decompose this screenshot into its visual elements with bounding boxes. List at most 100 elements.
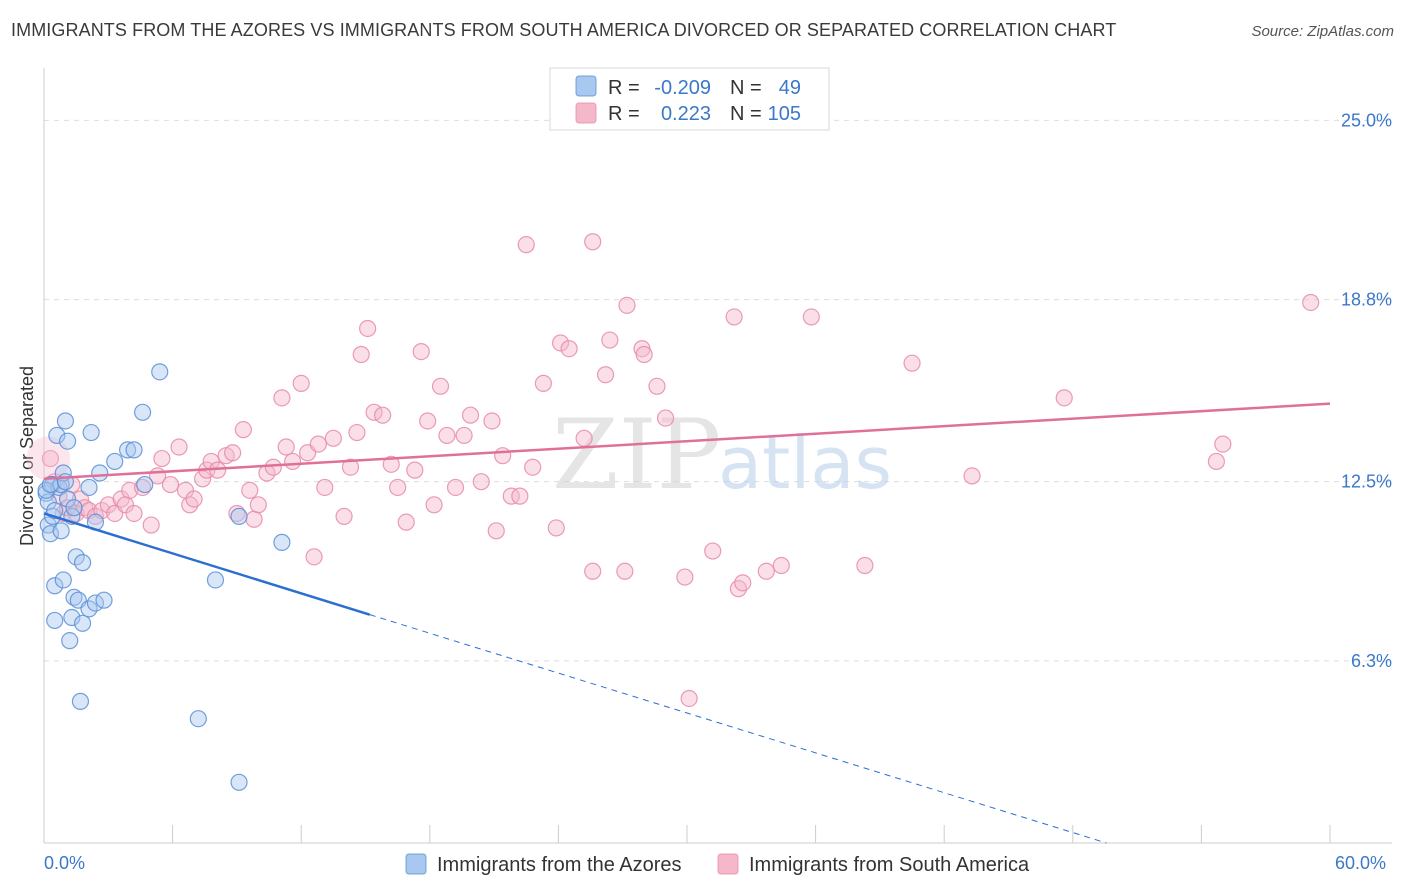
south-america-point — [406, 461, 424, 479]
south-america-point — [1207, 452, 1226, 471]
azores-point — [48, 426, 66, 445]
south-america-point — [224, 444, 242, 462]
legend-r-label-2: R = — [608, 103, 640, 125]
south-america-point — [446, 478, 465, 497]
series-legend: Immigrants from the Azores Immigrants fr… — [405, 853, 1030, 876]
south-america-point — [656, 409, 675, 427]
azores-point — [73, 554, 92, 572]
legend-swatch-azores — [575, 75, 597, 97]
y-tick-labels: 6.3% 12.5% 18.8% 25.0% — [1341, 110, 1392, 671]
south-america-point — [341, 458, 360, 476]
south-america-point — [359, 319, 377, 338]
bottom-legend-label-south-america: Immigrants from South America — [749, 854, 1030, 876]
azores-trend-line — [43, 512, 371, 616]
south-america-point — [511, 487, 529, 505]
south-america-point — [1055, 389, 1073, 407]
south-america-point — [734, 574, 752, 592]
azores-point — [54, 571, 72, 589]
azores-point — [46, 577, 64, 595]
south-america-point — [142, 516, 160, 534]
south-america-trend-line — [43, 402, 1331, 481]
azores-point — [82, 423, 100, 442]
south-america-point — [412, 343, 430, 361]
legend-r-value-1: -0.209 — [654, 77, 711, 99]
south-america-point — [431, 377, 450, 395]
south-america-point — [234, 421, 252, 439]
x-tick-label-max: 60.0% — [1335, 853, 1386, 873]
south-america-point — [461, 406, 480, 424]
south-america-point — [41, 449, 60, 468]
south-america-point — [86, 507, 105, 525]
south-america-point — [382, 455, 400, 473]
azores-point — [80, 600, 98, 618]
correlation-legend: R = -0.209 N = 49 R = 0.223 N = 105 — [549, 67, 830, 131]
south-america-point — [273, 389, 291, 407]
south-america-point — [58, 499, 77, 517]
south-america-point — [245, 510, 263, 528]
south-america-point — [133, 478, 152, 497]
south-america-point — [389, 478, 407, 497]
azores-point — [230, 507, 248, 525]
azores-point — [65, 499, 83, 517]
south-america-point — [584, 562, 602, 580]
south-america-point — [194, 470, 212, 488]
legend-n-label-2: N = — [730, 103, 762, 125]
bottom-legend-label-azores: Immigrants from the Azores — [437, 854, 682, 876]
south-america-point — [802, 308, 820, 326]
south-america-point — [517, 236, 535, 254]
south-america-point — [596, 366, 615, 384]
azores-point — [118, 441, 137, 459]
south-america-point — [575, 429, 593, 447]
legend-n-label-1: N = — [730, 77, 762, 99]
legend-swatch-south-america — [575, 102, 597, 124]
legend-r-label-1: R = — [608, 77, 640, 99]
south-america-point — [352, 345, 370, 364]
south-america-point — [316, 478, 334, 497]
watermark-zip: ZIP — [552, 399, 721, 511]
azores-point — [273, 533, 291, 551]
azores-point — [125, 441, 143, 459]
south-america-point — [487, 522, 505, 540]
south-america-point — [648, 377, 666, 395]
azores-point — [73, 614, 92, 632]
x-tick-label-min: 0.0% — [44, 853, 85, 873]
azores-point — [41, 525, 60, 543]
south-america-point — [397, 513, 415, 531]
bottom-legend-swatch-azores — [405, 853, 427, 875]
south-america-point — [71, 490, 90, 508]
south-america-point — [1302, 293, 1320, 312]
south-america-point — [324, 429, 342, 447]
azores-point — [80, 478, 98, 497]
south-america-point — [228, 504, 246, 523]
y-tick-label: 12.5% — [1341, 472, 1392, 492]
south-america-point — [680, 689, 698, 708]
azores-point — [230, 773, 248, 791]
azores-point — [189, 710, 207, 728]
azores-point — [206, 571, 225, 589]
chart-title: IMMIGRANTS FROM THE AZORES VS IMMIGRANTS… — [11, 20, 1117, 40]
series-azores-points — [37, 363, 291, 791]
south-america-point — [309, 435, 327, 453]
south-america-point — [676, 568, 694, 586]
south-america-point — [725, 308, 743, 326]
south-america-point — [534, 374, 552, 392]
south-america-point — [438, 426, 456, 445]
south-america-point — [772, 556, 790, 575]
azores-point — [63, 608, 81, 627]
south-america-point — [185, 490, 203, 508]
south-america-point — [153, 449, 171, 468]
south-america-point — [1214, 435, 1232, 453]
south-america-point — [335, 507, 353, 525]
azores-point — [58, 432, 77, 450]
south-america-point — [618, 296, 636, 314]
x-tick-marks — [43, 825, 1331, 843]
y-axis-label: Divorced or Separated — [17, 366, 37, 546]
south-america-point — [161, 475, 180, 494]
south-america-point — [560, 340, 578, 358]
south-america-point — [635, 345, 653, 364]
south-america-point — [125, 504, 143, 523]
south-america-point — [121, 481, 139, 499]
south-america-point — [757, 562, 775, 580]
south-america-point — [704, 542, 722, 560]
south-america-point — [374, 406, 392, 424]
